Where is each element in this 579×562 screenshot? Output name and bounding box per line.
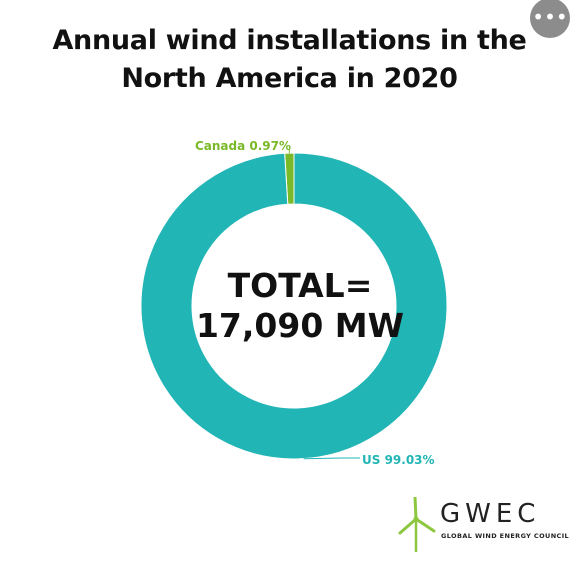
total-value: 17,090 MW — [195, 306, 405, 345]
total-label: TOTAL= — [227, 266, 373, 305]
more-options-button[interactable]: ••• — [530, 0, 570, 38]
chart-title-line-1: Annual wind installations in the — [52, 25, 527, 56]
data-label-canada: Canada 0.97% — [195, 139, 291, 153]
logo-tagline: GLOBAL WIND ENERGY COUNCIL — [441, 532, 570, 540]
gwec-logo: GWEC GLOBAL WIND ENERGY COUNCIL — [398, 497, 569, 553]
logo-name: GWEC — [440, 499, 541, 529]
data-label-us: US 99.03% — [362, 453, 435, 467]
chart-title-line-2: North America in 2020 — [121, 63, 458, 94]
slice-labels: Canada 0.97% US 99.03% — [195, 139, 435, 467]
leader-line-us — [303, 457, 360, 460]
slice-us — [140, 152, 448, 460]
label-leader-lines — [288, 149, 360, 460]
donut-slices — [140, 152, 448, 460]
wind-turbine-icon — [398, 497, 436, 552]
more-horizontal-icon: ••• — [532, 5, 568, 29]
center-total-label: TOTAL= 17,090 MW — [140, 266, 460, 346]
chart-title: Annual wind installations in the North A… — [0, 22, 579, 98]
